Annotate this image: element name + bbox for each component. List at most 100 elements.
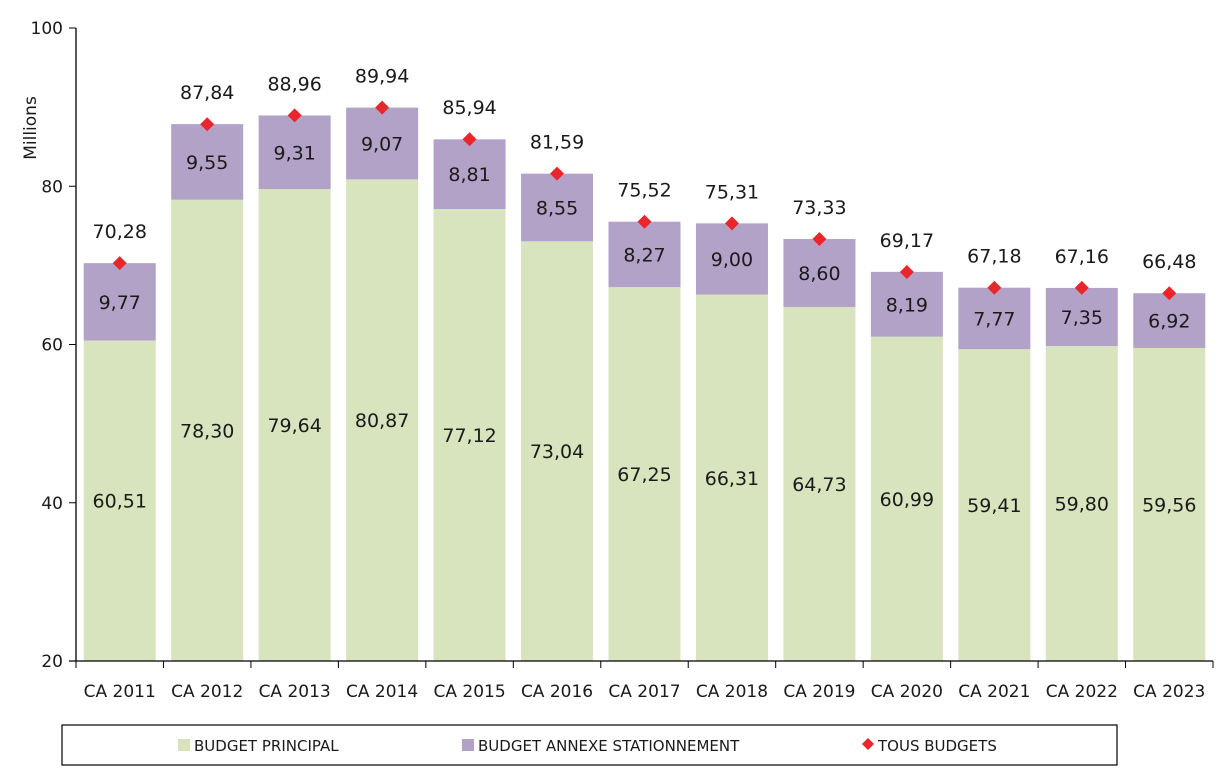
bar-budget-annexe [1045,287,1118,347]
legend-label: BUDGET PRINCIPAL [194,737,339,755]
marker-tous-budgets [112,256,127,271]
data-label-tous-budgets: 70,28 [93,221,147,243]
bar-budget-principal [521,241,594,662]
data-label-tous-budgets: 73,33 [792,197,846,219]
bar-budget-principal [608,287,681,661]
bar-budget-principal [433,209,506,661]
data-label-tous-budgets: 69,17 [880,230,934,252]
bar-budget-annexe [608,221,681,288]
y-tick-label: 20 [41,652,63,672]
y-tick-label: 40 [41,494,63,514]
marker-tous-budgets [287,108,302,123]
x-tick-label: CA 2015 [433,682,505,702]
data-label-budget-annexe: 9,55 [186,152,228,174]
marker-tous-budgets [812,232,827,247]
data-label-budget-principal: 80,87 [355,410,409,432]
data-label-budget-annexe: 6,92 [1148,311,1190,333]
data-label-budget-annexe: 9,77 [99,292,141,314]
data-label-budget-principal: 73,04 [530,441,584,463]
data-label-budget-annexe: 7,77 [973,308,1015,330]
marker-tous-budgets [462,132,477,147]
y-tick-label: 80 [41,177,63,197]
x-tick-label: CA 2012 [171,682,243,702]
data-label-budget-principal: 78,30 [180,420,234,442]
legend-label: TOUS BUDGETS [877,737,997,755]
bar-budget-principal [958,349,1031,661]
data-label-budget-principal: 59,80 [1055,494,1109,516]
x-tick-label: CA 2019 [783,682,855,702]
bar-budget-principal [870,336,943,661]
x-tick-label: CA 2018 [696,682,768,702]
data-label-budget-principal: 64,73 [792,474,846,496]
bar-budget-annexe [783,239,856,308]
data-label-budget-annexe: 9,00 [711,249,753,271]
marker-tous-budgets [724,216,739,231]
bar-budget-principal [171,199,244,662]
bar-budget-principal [1133,347,1206,661]
data-label-budget-annexe: 8,55 [536,197,578,219]
bar-budget-annexe [433,139,506,210]
data-label-budget-annexe: 8,60 [798,263,840,285]
marker-tous-budgets [1162,286,1177,301]
x-tick-label: CA 2014 [346,682,418,702]
bar-budget-principal [783,307,856,661]
legend-swatch [462,739,474,751]
marker-tous-budgets [899,264,914,279]
data-label-budget-annexe: 9,07 [361,133,403,155]
data-label-budget-annexe: 8,27 [623,244,665,266]
bar-budget-annexe [1133,293,1206,348]
data-label-budget-principal: 66,31 [705,468,759,490]
data-label-tous-budgets: 81,59 [530,132,584,154]
x-tick-label: CA 2020 [871,682,943,702]
legend-label: BUDGET ANNEXE STATIONNEMENT [478,737,740,755]
data-label-budget-annexe: 8,19 [886,294,928,316]
data-label-budget-principal: 59,56 [1142,494,1196,516]
data-label-budget-principal: 67,25 [617,464,671,486]
marker-tous-budgets [987,280,1002,295]
data-label-budget-annexe: 8,81 [448,164,490,186]
data-label-tous-budgets: 85,94 [442,97,496,119]
data-label-tous-budgets: 75,31 [705,181,759,203]
x-tick-label: CA 2021 [958,682,1030,702]
data-label-budget-principal: 60,99 [880,489,934,511]
bar-budget-principal [346,179,419,661]
bar-budget-annexe [521,173,594,242]
data-label-budget-principal: 79,64 [267,415,321,437]
data-label-tous-budgets: 88,96 [267,73,321,95]
data-label-tous-budgets: 67,16 [1055,246,1109,268]
data-label-budget-annexe: 9,31 [273,142,315,164]
legend-swatch [178,739,190,751]
data-label-tous-budgets: 75,52 [617,180,671,202]
data-label-budget-principal: 60,51 [93,491,147,513]
y-tick-label: 100 [31,19,63,39]
bar-budget-annexe [171,124,244,200]
bar-budget-principal [258,189,331,661]
bar-budget-principal [1045,346,1118,661]
data-label-tous-budgets: 66,48 [1142,251,1196,273]
data-label-budget-principal: 77,12 [442,425,496,447]
marker-tous-budgets [637,214,652,229]
bar-budget-principal [695,294,768,661]
legend-box [61,724,1118,766]
bar-budget-annexe [958,287,1031,350]
x-tick-label: CA 2023 [1133,682,1205,702]
data-label-tous-budgets: 87,84 [180,82,234,104]
bar-budget-annexe [870,271,943,337]
x-tick-label: CA 2022 [1046,682,1118,702]
legend: BUDGET PRINCIPAL BUDGET ANNEXE STATIONNEM… [61,724,1118,766]
bars-layer: 60,51 9,77 70,28 78,30 9,55 87,84 79,64 9,31 88,… [83,66,1206,662]
bar-budget-annexe [258,115,331,190]
marker-tous-budgets [550,166,565,181]
x-tick-label: CA 2011 [84,682,156,702]
marker-tous-budgets [1074,280,1089,295]
marker-tous-budgets [375,100,390,115]
legend-swatch-tous-budgets [862,738,874,750]
data-label-budget-annexe: 7,35 [1061,307,1103,329]
y-tick-label: 60 [41,336,63,356]
bar-budget-annexe [346,107,419,180]
data-label-budget-principal: 59,41 [967,495,1021,517]
data-label-tous-budgets: 67,18 [967,246,1021,268]
y-axis-label: Millions [21,96,41,160]
bar-budget-principal [83,340,156,661]
